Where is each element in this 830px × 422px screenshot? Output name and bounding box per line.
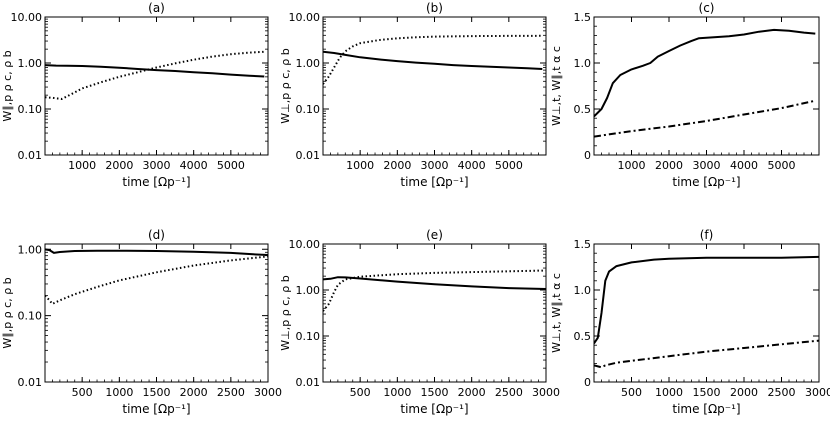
panel-f: (f) 500 1000 1500 2000 2500 3000 0 0.5 1.0 1.5 time… [550,228,830,416]
plot-frame [322,243,547,383]
x-axis-label: time [Ωp⁻¹] [400,402,468,416]
y-tick-label: 0.5 [574,330,592,343]
plot-frame [44,243,269,383]
y-axis-label: W⊥,t, W∥,t α c [550,273,563,353]
panel-d: (d) 500 1000 1500 2000 2500 3000 0.01 0.10 1.00 ti… [1,228,282,416]
x-axis-label: time [Ωp⁻¹] [672,175,740,189]
x-tick-label: 2000 [458,386,486,399]
x-tick-label: 4000 [730,159,758,172]
y-tick-label: 1.0 [574,57,592,70]
y-tick-label: 10.00 [289,238,321,251]
series-line-dotted [45,50,265,100]
y-tick-label: 0.5 [574,103,592,116]
x-tick-label: 2500 [495,386,523,399]
y-tick-label: 1.00 [18,243,43,256]
y-tick-label: 0.10 [18,310,43,323]
y-tick-label: 0.01 [18,149,43,162]
y-axis-label: W⊥,t, W∥,t α c [550,46,563,126]
x-tick-label: 2500 [768,386,796,399]
plot-frame [44,16,269,156]
y-tick-label: 0 [584,149,591,162]
x-tick-label: 500 [621,386,642,399]
panel-title: (a) [148,1,165,15]
panel-title: (b) [426,1,443,15]
y-tick-label: 10.00 [11,11,43,24]
x-tick-label: 500 [350,386,371,399]
y-axis-label: W∥,p ρ c, ρ b [1,50,14,121]
x-tick-label: 1000 [383,386,411,399]
x-axis-label: time [Ωp⁻¹] [400,175,468,189]
x-tick-label: 1500 [143,386,171,399]
series-line-solid [323,276,546,290]
series-line-dashdot [594,99,816,138]
x-tick-label: 5000 [768,159,796,172]
panel-title: (e) [426,228,443,242]
y-tick-label: 1.0 [574,284,592,297]
panel-title: (d) [148,228,165,242]
x-tick-label: 2000 [730,386,758,399]
x-axis-label: time [Ωp⁻¹] [122,175,190,189]
x-tick-label: 2000 [105,159,133,172]
x-tick-label: 1000 [346,159,374,172]
x-tick-label: 4000 [458,159,486,172]
x-axis-label: time [Ωp⁻¹] [672,402,740,416]
x-tick-label: 1000 [68,159,96,172]
y-tick-label: 1.00 [18,57,43,70]
panel-title: (c) [699,1,715,15]
x-tick-label: 3000 [421,159,449,172]
x-tick-label: 2000 [655,159,683,172]
y-tick-label: 0.10 [18,103,43,116]
y-tick-label: 1.00 [296,57,321,70]
y-tick-label: 1.00 [296,284,321,297]
x-tick-label: 2000 [180,386,208,399]
series-line-solid [594,28,816,118]
y-tick-label: 1.5 [574,11,592,24]
x-tick-label: 1500 [693,386,721,399]
series-line-dotted [45,255,268,305]
panel-e: (e) 500 1000 1500 2000 2500 3000 0.01 0.10 1.00 10… [279,228,560,416]
series-line-solid [45,248,268,256]
panel-title: (f) [700,228,714,242]
y-tick-label: 0.10 [296,103,321,116]
series-line-dashdot [594,339,819,369]
x-tick-label: 5000 [495,159,523,172]
series-line-dotted [323,34,543,85]
y-axis-label: W⊥,p ρ c, ρ b [279,48,292,123]
x-tick-label: 1000 [105,386,133,399]
x-tick-label: 2500 [217,386,245,399]
y-tick-label: 1.5 [574,238,592,251]
x-tick-label: 3000 [693,159,721,172]
y-tick-label: 0.01 [296,376,321,389]
x-tick-label: 1000 [655,386,683,399]
panel-c: (c) 1000 2000 3000 4000 5000 0 0.5 1.0 1.5 time [Ω… [550,1,820,189]
y-tick-label: 0.01 [296,149,321,162]
y-tick-label: 0 [584,376,591,389]
y-tick-label: 10.00 [289,11,321,24]
x-tick-label: 1500 [421,386,449,399]
plot-frame [322,16,547,156]
x-tick-label: 3000 [143,159,171,172]
y-axis-label: W∥,p ρ c, ρ b [1,277,14,348]
x-tick-label: 3000 [254,386,282,399]
series-line-dotted [323,269,546,312]
panel-a: (a) 1000 2000 3000 4000 5000 0.01 0.10 1.00 10.00… [1,1,269,189]
series-line-solid [323,50,543,70]
x-tick-label: 2000 [383,159,411,172]
series-line-solid [594,255,819,344]
y-axis-label: W⊥,p ρ c, ρ b [279,275,292,350]
y-tick-label: 0.10 [296,330,321,343]
x-tick-label: 500 [72,386,93,399]
series-line-solid [45,64,265,78]
y-tick-label: 0.01 [18,376,43,389]
x-axis-label: time [Ωp⁻¹] [122,402,190,416]
panel-b: (b) 1000 2000 3000 4000 5000 0.01 0.10 1.00 10.00… [279,1,547,189]
x-tick-label: 5000 [217,159,245,172]
x-tick-label: 3000 [532,386,560,399]
x-tick-label: 3000 [805,386,830,399]
x-tick-label: 4000 [180,159,208,172]
x-tick-label: 1000 [618,159,646,172]
